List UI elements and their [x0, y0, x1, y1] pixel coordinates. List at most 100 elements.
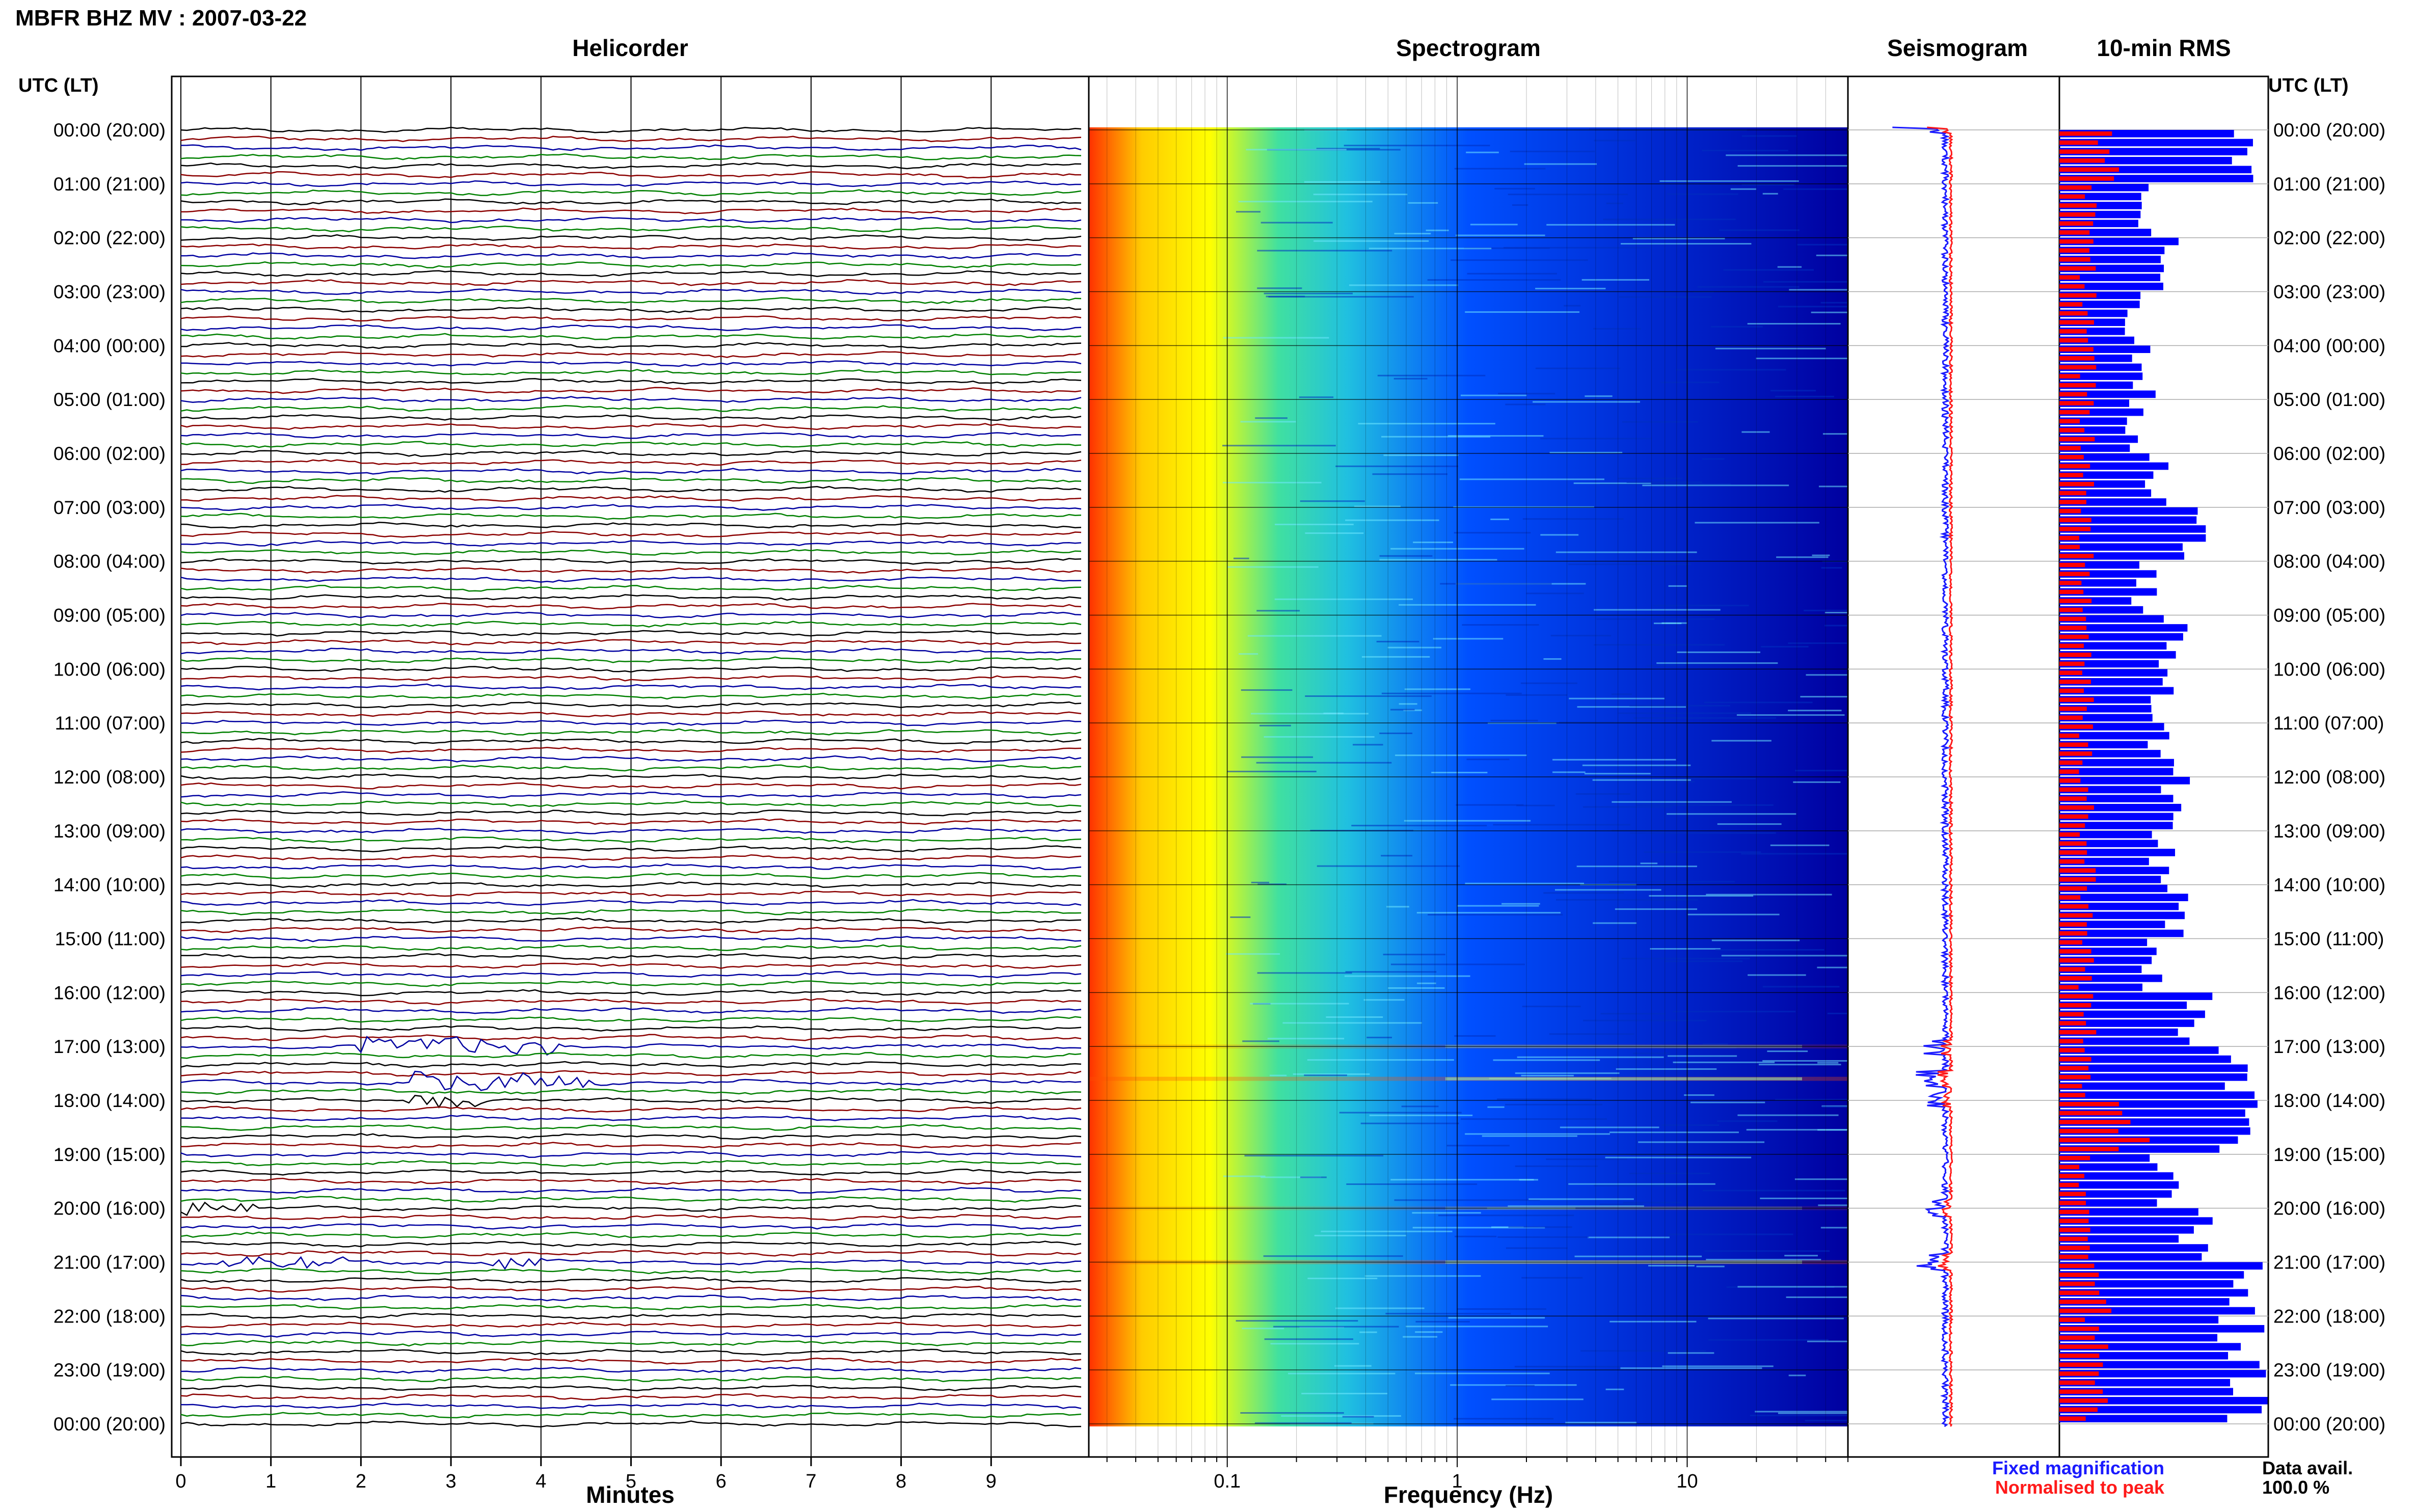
- rms-bar-normalised: [2059, 1192, 2086, 1197]
- time-label-right: 00:00 (20:00): [2273, 1414, 2385, 1435]
- rms-bar-normalised: [2059, 1147, 2119, 1151]
- rms-bar-normalised: [2059, 1057, 2091, 1062]
- rms-bar-normalised: [2059, 293, 2097, 298]
- helicorder-trace: [180, 1035, 1082, 1056]
- helicorder-trace: [180, 656, 1081, 663]
- helicorder-trace: [180, 441, 1082, 448]
- rms-bar-normalised: [2059, 715, 2083, 720]
- helicorder-trace: [180, 675, 1082, 682]
- helicorder-trace: [181, 450, 1082, 457]
- spectrogram-title: Spectrogram: [1396, 35, 1541, 61]
- rms-bar-normalised: [2059, 1326, 2099, 1331]
- helicorder-trace: [180, 504, 1082, 511]
- time-label-left: 12:00 (08:00): [53, 767, 166, 788]
- time-label-left: 06:00 (02:00): [53, 443, 166, 464]
- rms-bar-fixed: [2059, 1019, 2194, 1027]
- helicorder-trace: [180, 1034, 1082, 1041]
- rms-bar-normalised: [2059, 1138, 2150, 1143]
- rms-bar-normalised: [2059, 1416, 2086, 1421]
- rms-bar-normalised: [2059, 1120, 2131, 1124]
- helicorder-trace: [180, 378, 1082, 385]
- rms-bar-fixed: [2059, 983, 2143, 991]
- rms-bar-normalised: [2059, 949, 2091, 954]
- rms-bar-normalised: [2059, 1380, 2095, 1385]
- rms-bar-fixed: [2059, 768, 2174, 775]
- rms-bar-normalised: [2059, 203, 2097, 208]
- helicorder-trace: [180, 1277, 1082, 1284]
- helicorder-trace: [180, 1256, 1082, 1271]
- rms-bar-normalised: [2059, 1353, 2100, 1358]
- helicorder-x-tick: 2: [356, 1471, 366, 1492]
- rms-bar-normalised: [2059, 877, 2096, 882]
- helicorder-trace: [180, 908, 1082, 915]
- helicorder-trace: [180, 522, 1082, 529]
- rms-bar-normalised: [2059, 904, 2089, 909]
- rms-bar-fixed: [2059, 1181, 2179, 1189]
- helicorder-trace: [180, 953, 1082, 960]
- helicorder-trace: [180, 306, 1082, 313]
- helicorder-trace: [180, 297, 1082, 304]
- rms-bar-normalised: [2059, 1407, 2098, 1412]
- rms-bar-fixed: [2059, 1361, 2260, 1369]
- helicorder-trace: [180, 1186, 1082, 1194]
- rms-bar-normalised: [2059, 653, 2091, 657]
- rms-bar-normalised: [2059, 428, 2085, 433]
- helicorder-trace: [180, 1312, 1082, 1319]
- rms-bar-normalised: [2059, 1290, 2100, 1295]
- helicorder-trace: [180, 647, 1081, 655]
- helicorder-trace: [180, 1095, 1082, 1109]
- rms-bar-normalised: [2059, 589, 2084, 595]
- helicorder-trace: [180, 1142, 1082, 1149]
- rms-bar-normalised: [2059, 518, 2091, 523]
- helicorder-trace: [180, 162, 1082, 170]
- station-title: MBFR BHZ MV : 2007-03-22: [15, 6, 307, 31]
- time-label-left: 08:00 (04:00): [53, 551, 166, 572]
- helicorder-trace: [181, 360, 1082, 367]
- helicorder-trace: [180, 935, 1082, 942]
- rms-bar-normalised: [2059, 1030, 2097, 1035]
- helicorder-trace: [180, 639, 1082, 645]
- rms-bar-normalised: [2059, 311, 2088, 316]
- rms-bar-normalised: [2059, 868, 2096, 873]
- helicorder-trace: [180, 153, 1082, 160]
- helicorder-panel: 0 1 2 3 4 5 6 7 8 9: [171, 75, 1090, 1492]
- helicorder-trace: [180, 144, 1082, 151]
- time-label-left: 16:00 (12:00): [53, 982, 166, 1003]
- rms-bar-fixed: [2059, 588, 2157, 596]
- helicorder-trace: [180, 1357, 1082, 1365]
- helicorder-trace: [180, 1340, 1081, 1347]
- rms-bar-normalised: [2059, 131, 2112, 136]
- rms-bar-normalised: [2059, 329, 2087, 334]
- rms-bar-fixed: [2059, 1055, 2231, 1063]
- helicorder-trace: [180, 890, 1082, 897]
- rms-bar-fixed: [2059, 1190, 2172, 1198]
- helicorder-trace: [180, 567, 1082, 574]
- rms-bar-normalised: [2059, 527, 2091, 531]
- helicorder-trace: [180, 369, 1082, 376]
- helicorder-trace: [180, 1375, 1082, 1383]
- rms-bar-normalised: [2059, 724, 2093, 729]
- rms-bar-normalised: [2059, 455, 2084, 460]
- time-label-left: 13:00 (09:00): [53, 821, 166, 842]
- spectrogram-x-tick: 1: [1452, 1471, 1463, 1492]
- helicorder-x-tick: 6: [716, 1471, 727, 1492]
- rms-bar-normalised: [2059, 320, 2094, 325]
- rms-bar-fixed: [2059, 1271, 2244, 1279]
- rms-bar-fixed: [2059, 1208, 2198, 1216]
- time-label-right: 18:00 (14:00): [2273, 1090, 2385, 1111]
- rms-bar-normalised: [2059, 1227, 2090, 1232]
- helicorder-trace: [180, 863, 1082, 871]
- rms-bar-fixed: [2059, 543, 2183, 551]
- rms-bar-normalised: [2059, 284, 2085, 289]
- time-label-left: 14:00 (10:00): [53, 875, 166, 896]
- rms-bar-normalised: [2059, 643, 2084, 649]
- time-label-right: 09:00 (05:00): [2273, 605, 2385, 626]
- helicorder-trace: [180, 728, 1082, 736]
- helicorder-trace: [180, 1088, 1082, 1095]
- rms-bar-normalised: [2059, 940, 2082, 945]
- helicorder-trace: [180, 404, 1082, 412]
- rms-bar-fixed: [2059, 822, 2173, 829]
- rms-bar-fixed: [2059, 669, 2168, 677]
- rms-bar-normalised: [2059, 751, 2092, 756]
- rms-bar-normalised: [2059, 823, 2085, 828]
